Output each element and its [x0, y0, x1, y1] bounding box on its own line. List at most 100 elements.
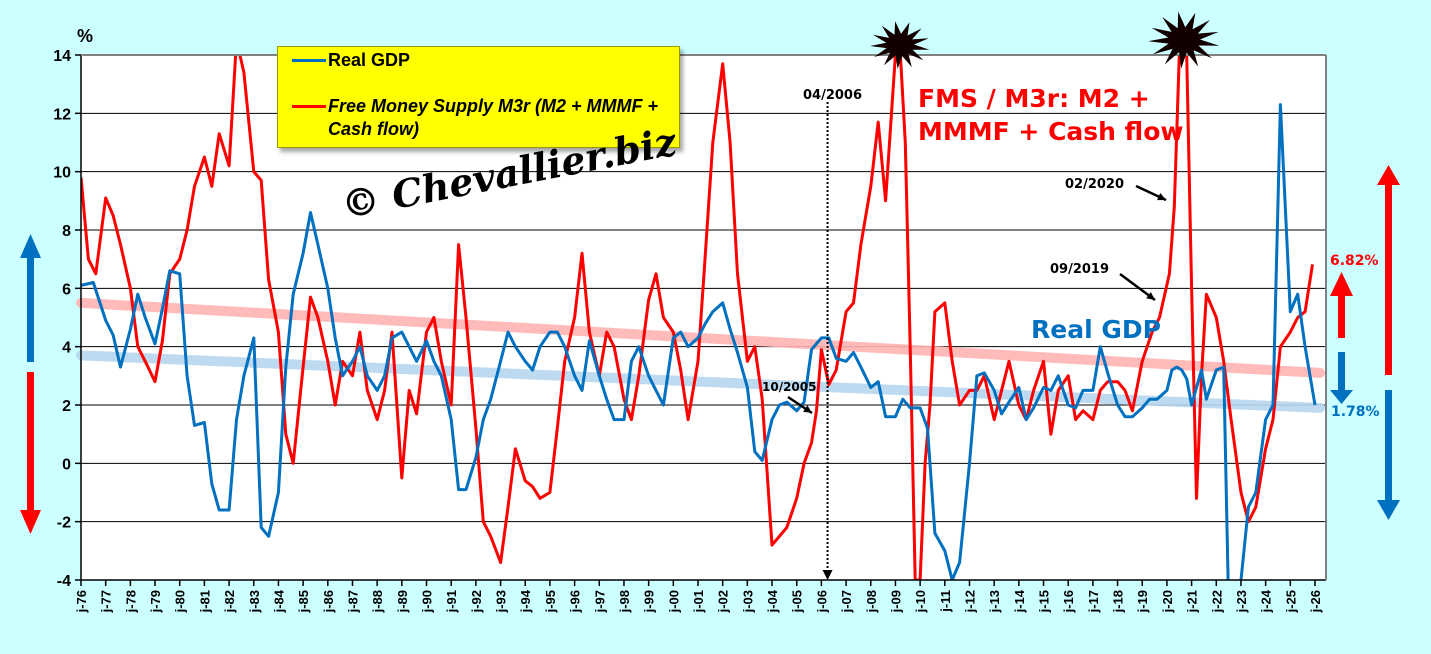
- x-tick-label: j-25: [1283, 590, 1298, 613]
- x-tick-label: j-26: [1308, 590, 1323, 613]
- date-label-09-2019: 09/2019: [1050, 262, 1110, 277]
- legend-item-fms: Free Money Supply M3r (M2 + MMMF + Cash …: [292, 95, 678, 141]
- x-tick-label: j-87: [345, 590, 360, 613]
- x-tick-label: j-20: [1160, 590, 1175, 613]
- legend-label-gdp: Real GDP: [328, 50, 411, 70]
- y-tick-label: -4: [57, 573, 71, 590]
- arrow-09-2019-head: [1146, 292, 1155, 300]
- legend-swatch-red: [292, 105, 326, 108]
- x-tick-label: j-04: [765, 589, 780, 613]
- x-tick-label: j-17: [1086, 590, 1101, 613]
- legend-swatch-blue: [292, 59, 326, 62]
- y-axis-unit-label: %: [77, 26, 94, 46]
- left-arrow-down-red: [20, 372, 41, 534]
- x-tick-label: j-92: [469, 590, 484, 613]
- x-tick-label: j-95: [543, 590, 558, 613]
- x-tick-label: j-09: [888, 590, 903, 613]
- x-tick-label: j-85: [296, 590, 311, 613]
- series-lines: [81, 55, 1317, 580]
- y-tick-label: -2: [57, 515, 71, 532]
- legend: Real GDP Free Money Supply M3r (M2 + MMM…: [277, 46, 680, 148]
- x-tick-label: j-80: [173, 590, 188, 613]
- date-label-04-2006: 04/2006: [803, 88, 863, 103]
- y-tick-label: 14: [53, 48, 71, 65]
- x-tick-label: j-86: [321, 590, 336, 613]
- x-tick-label: j-15: [1037, 590, 1052, 613]
- y-tick-label: 10: [53, 165, 71, 182]
- gdp-title-annotation: Real GDP: [1031, 315, 1161, 344]
- x-tick-label: j-24: [1259, 589, 1274, 613]
- legend-label-fms: Free Money Supply M3r (M2 + MMMF + Cash …: [328, 96, 659, 139]
- y-tick-label: 0: [62, 456, 71, 473]
- x-tick-label: j-18: [1111, 590, 1126, 613]
- fms-title-annotation: FMS / M3r: M2 + MMMF + Cash flow: [918, 82, 1183, 148]
- y-tick-label: 4: [62, 340, 71, 357]
- x-tick-label: j-91: [444, 590, 459, 613]
- x-tick-label: j-94: [518, 589, 533, 613]
- x-tick-label: j-89: [395, 590, 410, 613]
- x-tick-label: j-16: [1061, 590, 1076, 613]
- x-tick-label: j-00: [666, 590, 681, 613]
- explosion-markers: [870, 11, 1220, 69]
- date-label-10-2005: 10/2005: [762, 380, 817, 394]
- x-tick-label: j-06: [814, 590, 829, 613]
- x-tick-label: j-10: [913, 590, 928, 613]
- x-tick-label: j-19: [1135, 590, 1150, 613]
- x-tick-label: j-96: [568, 590, 583, 613]
- x-tick-label: j-01: [691, 590, 706, 613]
- x-tick-label: j-99: [642, 590, 657, 613]
- date-label-02-2020: 02/2020: [1065, 177, 1125, 192]
- x-tick-label: j-03: [740, 590, 755, 613]
- x-tick-label: j-22: [1209, 590, 1224, 613]
- x-tick-label: j-07: [839, 590, 854, 613]
- vertical-marker-0406: [822, 102, 833, 580]
- arrow-02-2020-head: [1157, 193, 1166, 201]
- right-arrow-up-red-large: [1377, 165, 1400, 375]
- x-tick-label: j-05: [790, 590, 805, 613]
- x-tick-label: j-08: [864, 590, 879, 613]
- x-tick-label: j-12: [962, 590, 977, 613]
- latest-fms-value: 6.82%: [1330, 253, 1379, 269]
- x-tick-label: j-21: [1185, 590, 1200, 613]
- x-tick-label: j-23: [1234, 590, 1249, 613]
- y-tick-label: 2: [62, 398, 71, 415]
- y-axis-ticks: -4 -2 0 2 4 6 8 10 12 14: [53, 48, 81, 590]
- left-arrow-up-blue: [20, 234, 41, 362]
- x-tick-label: j-83: [247, 590, 262, 613]
- right-arrow-down-blue-small: [1330, 352, 1353, 404]
- x-tick-label: j-76: [74, 590, 89, 613]
- series-line-fms: [81, 55, 1314, 580]
- y-tick-label: 12: [53, 106, 71, 123]
- x-tick-label: j-93: [494, 590, 509, 613]
- x-axis-ticks: j-76 j-77 j-78 j-79 j-80 j-81 j-82 j-83 j-84 j-85…: [74, 580, 1323, 613]
- x-tick-label: j-88: [370, 590, 385, 613]
- x-tick-label: j-13: [987, 590, 1002, 613]
- explosion-icon: [1148, 11, 1220, 69]
- x-tick-label: j-79: [148, 590, 163, 613]
- fms-title-line1: FMS / M3r: M2 +: [918, 84, 1150, 113]
- marker-arrowhead: [822, 570, 833, 580]
- x-tick-label: j-82: [222, 590, 237, 613]
- arrow-10-2005-head: [803, 405, 812, 413]
- right-arrow-up-red-small: [1330, 272, 1353, 338]
- x-tick-label: j-78: [123, 590, 138, 613]
- y-tick-label: 8: [62, 223, 71, 240]
- annotation-arrows: [787, 184, 1167, 415]
- x-tick-label: j-77: [99, 590, 114, 613]
- x-tick-label: j-98: [617, 590, 632, 613]
- y-tick-label: 6: [62, 281, 71, 298]
- x-tick-label: j-97: [592, 590, 607, 613]
- x-tick-label: j-90: [420, 590, 435, 613]
- x-tick-label: j-11: [938, 590, 953, 613]
- fms-title-line2: MMMF + Cash flow: [918, 117, 1184, 146]
- x-tick-label: j-14: [1012, 589, 1027, 613]
- series-line-gdp: [81, 103, 1317, 580]
- legend-item-gdp: Real GDP: [292, 49, 410, 72]
- latest-gdp-value: 1.78%: [1331, 404, 1380, 420]
- x-tick-label: j-84: [271, 589, 286, 613]
- x-tick-label: j-81: [197, 590, 212, 613]
- explosion-icon: [870, 21, 930, 69]
- x-tick-label: j-02: [716, 590, 731, 613]
- right-arrow-down-blue-large: [1377, 390, 1400, 520]
